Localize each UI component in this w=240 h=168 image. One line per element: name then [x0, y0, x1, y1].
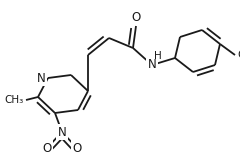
- Text: H: H: [154, 51, 162, 61]
- Text: O: O: [72, 141, 82, 155]
- Text: O: O: [131, 11, 141, 24]
- Text: O: O: [42, 141, 52, 155]
- Text: CH₃: CH₃: [5, 95, 24, 105]
- Text: N: N: [37, 72, 46, 85]
- Text: CH₃: CH₃: [237, 50, 240, 60]
- Text: N: N: [58, 125, 66, 138]
- Text: N: N: [148, 57, 156, 71]
